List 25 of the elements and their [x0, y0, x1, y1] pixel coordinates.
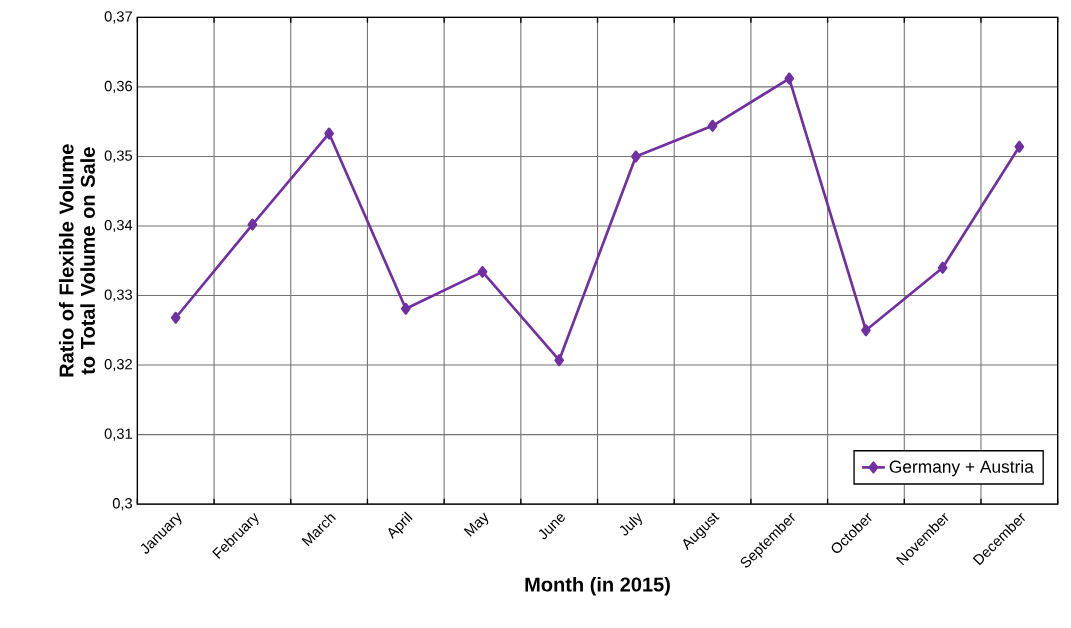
point — [861, 324, 871, 337]
y-tick-label: 0,36 — [104, 80, 133, 93]
point — [707, 119, 718, 132]
y-tick-label: 0,34 — [104, 219, 133, 232]
point — [247, 218, 258, 231]
legend-label: Germany + Austria — [889, 460, 1034, 477]
point — [170, 311, 181, 324]
x-axis-title: Month (in 2015) — [525, 576, 670, 596]
point — [554, 354, 565, 367]
point — [784, 72, 795, 85]
y-tick-label: 0,35 — [104, 150, 133, 163]
point — [1014, 140, 1025, 153]
point — [477, 265, 488, 278]
y-tick-label: 0,3 — [112, 498, 133, 511]
point — [631, 150, 641, 163]
point — [937, 261, 948, 274]
y-tick-label: 0,37 — [104, 11, 132, 24]
point — [400, 302, 411, 315]
x-tick-label: July — [619, 512, 642, 536]
x-tick-label: May — [463, 512, 489, 537]
y-tick-label: 0,33 — [104, 289, 133, 302]
y-axis-title: Ratio of Flexible Volume to Total Volume on Sale — [58, 144, 95, 377]
point — [324, 127, 334, 140]
y-tick-label: 0,31 — [104, 428, 132, 441]
y-tick-label: 0,32 — [104, 358, 132, 372]
